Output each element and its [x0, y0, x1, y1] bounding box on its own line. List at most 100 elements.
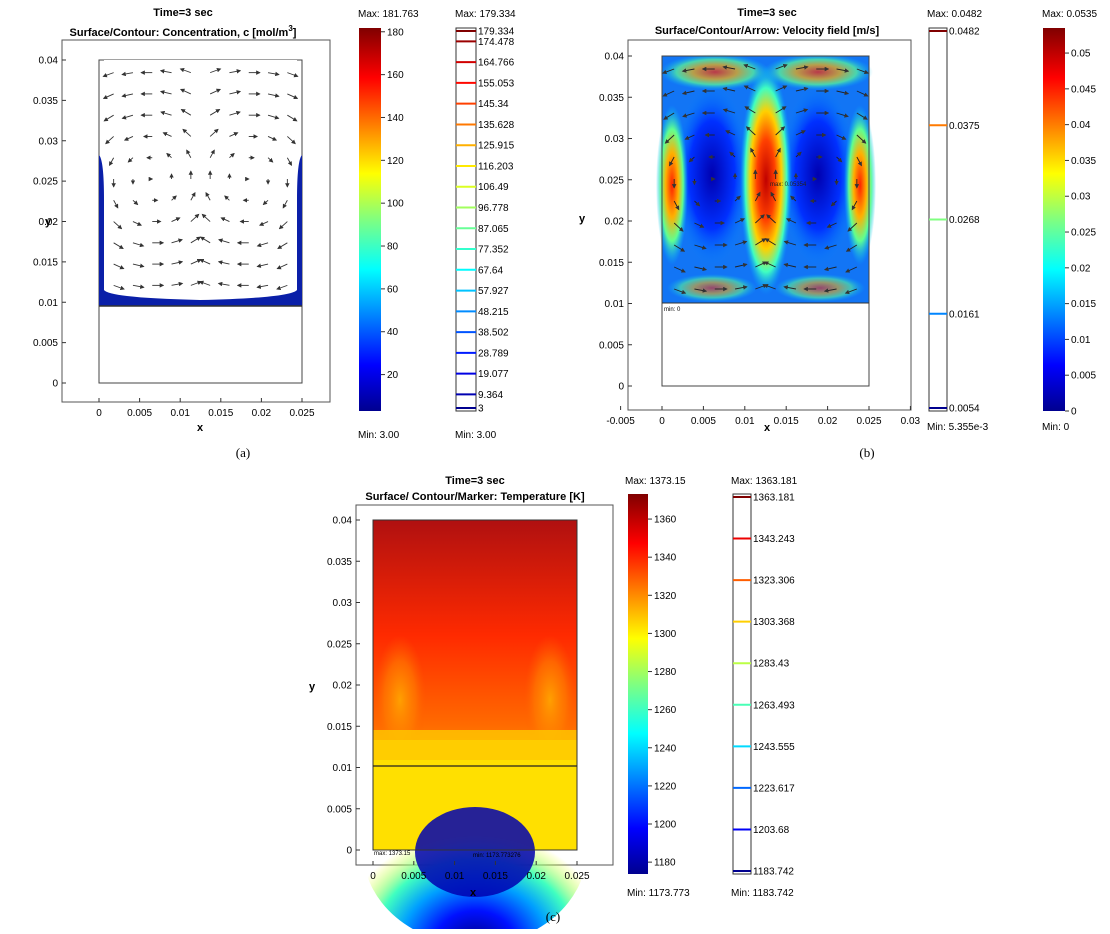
contour-level-label: 1283.43: [753, 659, 790, 670]
panel-a-caption: (a): [236, 445, 250, 460]
contour-level-label: 9.364: [478, 390, 503, 401]
panel-c-marker-min: min: 1173.773276: [473, 853, 521, 859]
y-tick-label: 0.01: [333, 763, 353, 774]
flow-arrow: [180, 88, 192, 95]
flow-arrow: [121, 71, 134, 77]
colorbar-tick-label: 180: [387, 27, 404, 38]
flow-arrow: [103, 114, 114, 122]
colorbar-tick-label: 1340: [654, 553, 677, 564]
panel-b-contour-min: Min: 5.355e-3: [927, 422, 989, 433]
flow-arrow: [267, 136, 278, 141]
panel-c-title: Surface/ Contour/Marker: Temperature [K]: [365, 491, 585, 503]
y-tick-label: 0.005: [599, 340, 624, 351]
colorbar-tick-label: 1360: [654, 515, 677, 526]
contour-level-label: 19.077: [478, 369, 509, 380]
flow-arrow: [229, 90, 242, 95]
flow-arrow: [795, 108, 809, 114]
flow-arrow: [201, 213, 211, 222]
flow-arrow: [673, 288, 687, 295]
contour-level-label: 106.49: [478, 182, 509, 193]
y-tick-label: 0.03: [605, 134, 625, 145]
flow-arrow: [182, 128, 192, 137]
flow-arrow: [763, 261, 776, 268]
colorbar-tick-label: 120: [387, 156, 404, 167]
x-tick-label: 0.025: [289, 408, 314, 419]
flow-arrow: [775, 85, 788, 92]
colorbar-tick-label: 1260: [654, 705, 677, 716]
flow-arrow: [766, 214, 776, 224]
flow-arrow: [663, 112, 675, 120]
contour-level-label: 1183.742: [753, 867, 794, 878]
flow-arrow: [734, 195, 741, 202]
panel-a-surface-min: Min: 3.00: [358, 430, 400, 441]
flow-arrow: [229, 69, 242, 74]
panel-b-title: Surface/Contour/Arrow: Velocity field [m…: [655, 25, 880, 37]
flow-arrow: [256, 242, 269, 248]
flow-arrow: [836, 134, 847, 140]
flow-arrow: [763, 283, 776, 290]
flow-arrow: [722, 108, 736, 114]
flow-arrow: [673, 200, 680, 211]
flow-arrow: [845, 266, 858, 273]
flow-arrow: [770, 191, 777, 202]
contour-level-label: 155.053: [478, 78, 515, 89]
flow-arrow: [209, 88, 221, 95]
colorbar-tick-label: 0.04: [1071, 120, 1091, 131]
flow-arrow: [127, 157, 134, 163]
panel-a-concentration: Time=3 sec Surface/Contour: Concentratio…: [33, 7, 516, 460]
flow-arrow: [836, 68, 850, 73]
panel-b-xlabel: x: [764, 422, 771, 434]
y-tick-label: 0.03: [333, 598, 353, 609]
contour-level-label: 1343.243: [753, 534, 795, 545]
colorbar-tick-label: 1220: [654, 781, 677, 792]
flow-arrow: [775, 63, 788, 70]
panel-c-caption: (c): [546, 909, 560, 924]
flow-arrow: [171, 195, 177, 201]
flow-arrow: [795, 151, 802, 158]
flow-arrow: [684, 134, 695, 140]
flow-arrow: [262, 199, 269, 206]
flow-arrow: [783, 240, 797, 246]
flow-arrow: [664, 134, 675, 144]
flow-arrow: [783, 285, 797, 290]
panel-a-time: Time=3 sec: [153, 7, 212, 19]
panel-c-surface-colorbar: [628, 494, 648, 874]
colorbar-tick-label: 1200: [654, 820, 677, 831]
y-tick-label: 0.04: [605, 52, 625, 63]
flow-arrow: [102, 72, 114, 78]
flow-arrow: [123, 136, 134, 141]
flow-arrow: [845, 244, 858, 252]
flow-arrow: [229, 152, 235, 159]
panel-a-title: Surface/Contour: Concentration, c [mol/m…: [70, 24, 297, 39]
colorbar-tick-label: 1180: [654, 858, 676, 869]
flow-arrow: [856, 134, 867, 144]
flow-arrow: [179, 67, 192, 74]
flow-arrow: [259, 221, 269, 226]
flow-arrow: [205, 191, 211, 201]
flow-arrow: [729, 151, 736, 158]
contour-level-label: 57.927: [478, 286, 509, 297]
flow-arrow: [276, 263, 288, 270]
contour-level-label: 67.64: [478, 265, 503, 276]
flow-arrow: [694, 288, 708, 293]
y-tick-label: 0.015: [327, 722, 352, 733]
contour-level-label: 1203.68: [753, 825, 790, 836]
colorbar-tick-label: 0.035: [1071, 156, 1096, 167]
flow-arrow: [734, 285, 748, 290]
contour-level-label: 48.215: [478, 307, 509, 318]
y-tick-label: 0.015: [33, 257, 58, 268]
y-tick-label: 0.04: [333, 516, 353, 527]
y-tick-label: 0.02: [39, 217, 59, 228]
panel-c-temperature: Time=3 sec Surface/ Contour/Marker: Temp…: [309, 475, 798, 934]
flow-arrow: [186, 149, 192, 158]
flow-arrow: [745, 126, 756, 136]
panel-c-temperature-surface: [363, 520, 587, 934]
flow-arrow: [673, 222, 684, 232]
flow-arrow: [276, 284, 288, 291]
x-tick-label: 0.02: [818, 416, 838, 427]
panel-b-contour-max: Max: 0.0482: [927, 9, 982, 20]
flow-arrow: [836, 156, 843, 163]
contour-level-label: 0.0482: [949, 27, 980, 38]
panel-b-caption: (b): [859, 445, 874, 460]
panel-a-xlabel: x: [197, 422, 204, 434]
